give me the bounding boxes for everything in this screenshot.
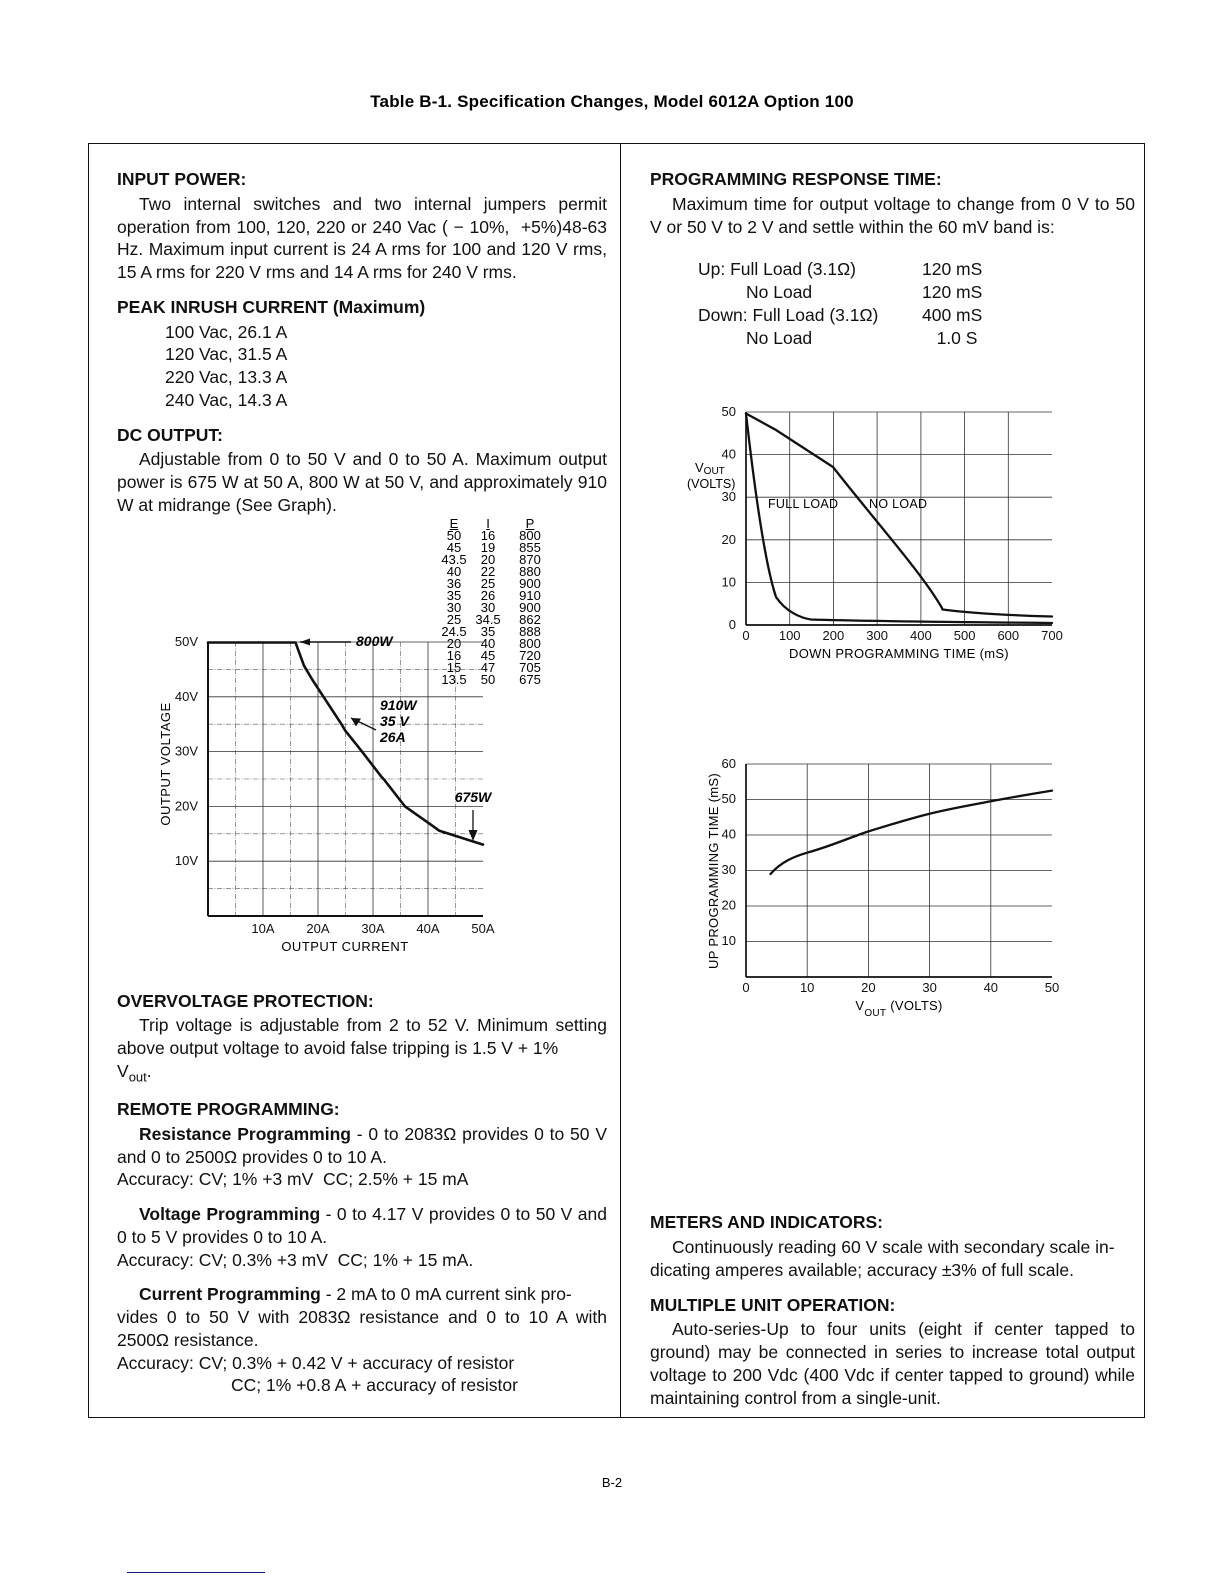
svg-text:30: 30 (722, 862, 736, 877)
svg-text:50: 50 (722, 404, 736, 419)
svg-text:400: 400 (910, 628, 932, 643)
svg-text:200: 200 (823, 628, 845, 643)
svg-text:40: 40 (722, 447, 736, 462)
svg-text:500: 500 (954, 628, 976, 643)
svg-text:NO LOAD: NO LOAD (869, 497, 927, 511)
svg-text:40: 40 (984, 980, 998, 995)
svg-text:30A: 30A (361, 921, 384, 936)
svg-text:0: 0 (742, 628, 749, 643)
svg-text:50A: 50A (471, 921, 494, 936)
svg-text:10: 10 (722, 933, 736, 948)
svg-text:OUTPUT CURRENT: OUTPUT CURRENT (281, 939, 408, 954)
svg-text:FULL LOAD: FULL LOAD (768, 497, 838, 511)
svg-text:0: 0 (742, 980, 749, 995)
svg-text:10: 10 (800, 980, 814, 995)
svg-text:DOWN PROGRAMMING TIME (mS): DOWN PROGRAMMING TIME (mS) (789, 646, 1009, 661)
svg-text:30: 30 (922, 980, 936, 995)
svg-text:26A: 26A (379, 729, 406, 745)
svg-text:300: 300 (866, 628, 888, 643)
svg-text:10: 10 (722, 574, 736, 589)
svg-text:800W: 800W (356, 633, 394, 649)
svg-text:UP PROGRAMMING TIME (mS): UP PROGRAMMING TIME (mS) (706, 773, 721, 969)
svg-text:30: 30 (722, 489, 736, 504)
svg-text:(VOLTS): (VOLTS) (687, 477, 735, 491)
svg-text:20: 20 (722, 532, 736, 547)
svg-text:675W: 675W (455, 789, 493, 805)
svg-text:600: 600 (997, 628, 1019, 643)
svg-text:40V: 40V (175, 689, 198, 704)
svg-text:0: 0 (729, 617, 736, 632)
svg-text:10A: 10A (251, 921, 274, 936)
svg-text:50: 50 (722, 791, 736, 806)
svg-text:40: 40 (722, 827, 736, 842)
svg-text:35 V: 35 V (380, 713, 410, 729)
svg-text:700: 700 (1041, 628, 1063, 643)
svg-text:OUTPUT VOLTAGE: OUTPUT VOLTAGE (158, 702, 173, 825)
svg-text:910W: 910W (380, 697, 418, 713)
svg-text:50V: 50V (175, 634, 198, 649)
svg-text:40A: 40A (416, 921, 439, 936)
svg-text:50: 50 (1045, 980, 1059, 995)
svg-text:10V: 10V (175, 853, 198, 868)
svg-text:100: 100 (779, 628, 801, 643)
svg-text:20A: 20A (306, 921, 329, 936)
svg-text:30V: 30V (175, 744, 198, 759)
svg-text:20V: 20V (175, 798, 198, 813)
svg-text:60: 60 (722, 756, 736, 771)
svg-text:20: 20 (861, 980, 875, 995)
svg-text:20: 20 (722, 898, 736, 913)
